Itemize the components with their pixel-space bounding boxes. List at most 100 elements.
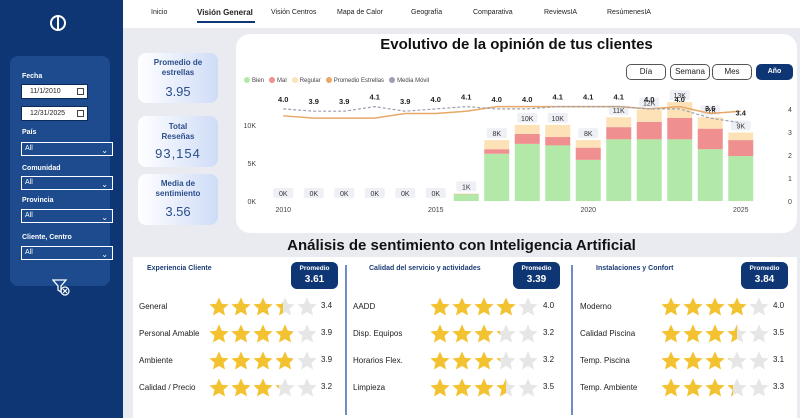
sentiment-row-value: 3.9 [321,355,333,364]
average-value: 3.39 [526,274,547,285]
cliente-select[interactable]: All ⌄ [21,246,113,260]
total-label: 1K [462,184,471,191]
star-icon [727,378,747,397]
star-icon [749,378,769,397]
rating-label: 4.1 [553,93,563,102]
line-promedio-estrellas [283,105,741,119]
total-label: 8K [584,131,593,138]
total-label: 11K [613,108,625,115]
tab-vision-general[interactable]: Visión General [197,8,253,17]
average-label: Promedio [299,265,330,272]
chevron-down-icon: ⌄ [101,180,108,189]
granularity-month-button[interactable]: Mes [712,64,752,80]
filter-panel: Fecha 11/1/2010 12/31/2025 País All ⌄ Com… [10,56,113,286]
rating-label: 4.0 [278,95,288,104]
star-icon [452,324,472,343]
total-label: 9K [736,123,745,130]
star-icon [727,297,747,316]
calendar-icon[interactable] [77,88,84,95]
pais-select[interactable]: All ⌄ [21,142,113,156]
tab-reviewsia[interactable]: ReviewsIA [544,9,578,16]
sentiment-row-label: Calidad Piscina [580,329,636,338]
star-rating [660,323,770,350]
rating-label: 3.4 [736,109,747,118]
sentiment-row-label: Moderno [580,302,612,311]
sentiment-column-title: Experiencia Cliente [147,265,212,272]
total-label-bg [456,181,477,192]
rating-label: 4.0 [522,95,532,104]
star-icon [518,297,538,316]
x-tick-label: 2015 [428,207,444,214]
sentiment-row-label: Ambiente [139,356,173,365]
star-icon [749,324,769,343]
sentiment-row: Ambiente 3.9 [133,350,343,374]
tab-inicio[interactable]: Inicio [151,9,168,16]
kpi-value: 3.95 [165,84,191,99]
tab-mapa-de-calor[interactable]: Mapa de Calor [337,9,383,16]
average-label: Promedio [749,265,780,272]
top-navigation: Inicio Visión General Visión Centros Map… [123,0,800,28]
legend-item[interactable]: Bien [244,77,264,84]
sentiment-column: Calidad del servicio y actividades Promed… [347,257,569,418]
granularity-year-button[interactable]: Año [756,64,793,80]
sidebar: Fecha 11/1/2010 12/31/2025 País All ⌄ Com… [0,0,123,418]
clear-filter-icon[interactable] [52,278,70,296]
sentiment-row: Temp. Ambiente 3.3 [574,377,797,401]
legend-swatch [389,77,396,83]
calendar-icon[interactable] [77,110,84,117]
sentiment-row-value: 3.5 [773,328,785,337]
chevron-down-icon: ⌄ [101,146,108,155]
sentiment-row-label: Personal Amable [139,329,200,338]
chart-legend: Bien Mal Regular Promedio Estrellas Media Mó… [244,77,434,84]
star-icon [452,297,472,316]
sentiment-row: Horarios Flex. 3.2 [347,350,569,374]
date-from-input[interactable]: 11/1/2010 [21,84,88,99]
star-icon [253,297,273,316]
star-icon [275,324,295,343]
granularity-week-button[interactable]: Semana [670,64,710,80]
star-icon [253,324,273,343]
bar-bien [514,143,540,201]
kpi-panel: Promedio de estrellas 3.95 Total Reseñas… [133,43,228,233]
provincia-value: All [25,212,33,219]
bar-regular [514,124,540,134]
star-icon [474,378,494,397]
y-tick-label: 10K [244,123,257,130]
provincia-select[interactable]: All ⌄ [21,209,113,223]
sentiment-row-value: 3.4 [321,301,333,310]
legend-item[interactable]: Regular [291,77,321,84]
tab-comparativa[interactable]: Comparativa [473,9,513,16]
rating-label: 3.9 [309,97,319,106]
chevron-down-icon: ⌄ [101,213,108,222]
bar-bien [453,194,479,201]
sentiment-row: Moderno 4.0 [574,296,797,320]
star-icon [474,297,494,316]
tab-geografia[interactable]: Geografía [411,9,443,16]
comunidad-label: Comunidad [22,165,61,172]
star-icon [518,324,538,343]
star-icon [518,378,538,397]
comunidad-select[interactable]: All ⌄ [21,176,113,190]
cliente-label: Cliente, Centro [22,234,72,241]
legend-item[interactable]: Promedio Estrellas [325,77,384,84]
sentiment-row-label: Limpieza [353,383,386,392]
tab-vision-centros[interactable]: Visión Centros [271,9,317,16]
x-tick-label: 2010 [275,207,291,214]
bar-bien [545,145,571,201]
star-icon [430,324,450,343]
y2-tick-label: 0 [788,199,792,206]
total-label-bg [486,128,507,139]
legend-item[interactable]: Media Móvil [389,77,429,84]
bar-mal [484,149,510,154]
sentiment-row-value: 3.3 [773,382,785,391]
legend-item[interactable]: Mal [269,77,287,84]
tab-resumenesia[interactable]: ResúmenesIA [607,9,651,16]
date-to-input[interactable]: 12/31/2025 [21,106,88,121]
bar-bien [484,153,510,201]
total-label: 10K [521,116,534,123]
star-icon [705,324,725,343]
date-from-value: 11/1/2010 [30,88,61,95]
sentiment-row-value: 3.2 [543,355,555,364]
provincia-label: Provincia [22,197,54,204]
granularity-day-button[interactable]: Día [626,64,666,80]
